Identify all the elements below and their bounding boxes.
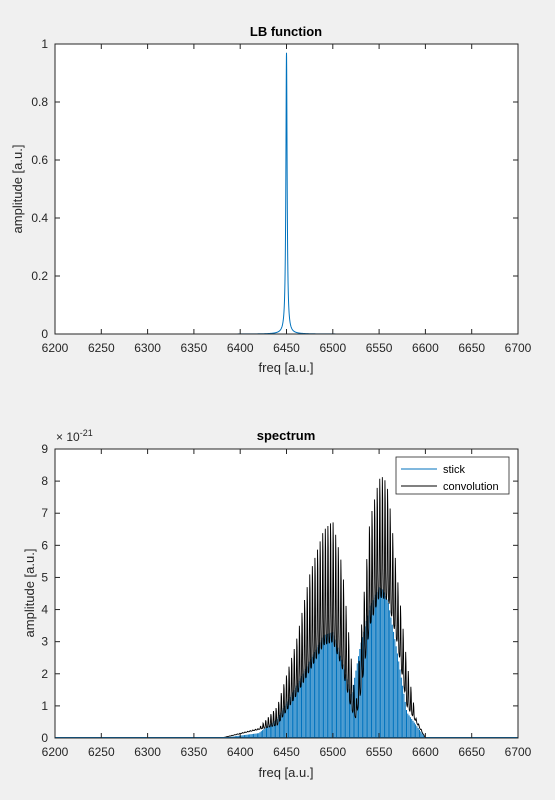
x-tick-label: 6600 xyxy=(412,745,439,759)
y-tick-label: 7 xyxy=(41,506,48,520)
y-tick-label: 0 xyxy=(41,731,48,745)
x-tick-label: 6700 xyxy=(505,341,532,355)
x-tick-label: 6200 xyxy=(42,341,69,355)
y-tick-label: 0.8 xyxy=(31,95,48,109)
y-tick-label: 0.6 xyxy=(31,153,48,167)
y-tick-label: 8 xyxy=(41,474,48,488)
legend-label-stick: stick xyxy=(443,464,466,476)
y-tick-label: 3 xyxy=(41,635,48,649)
x-tick-label: 6450 xyxy=(273,745,300,759)
x-tick-label: 6550 xyxy=(366,745,393,759)
y-tick-label: 2 xyxy=(41,667,48,681)
x-tick-label: 6350 xyxy=(181,341,208,355)
x-tick-label: 6700 xyxy=(505,745,532,759)
x-tick-label: 6550 xyxy=(366,341,393,355)
x-axis-label: freq [a.u.] xyxy=(259,765,314,780)
x-tick-label: 6200 xyxy=(42,745,69,759)
lb-function-axes: 6200 6250 6300 6350 6400 6450 6500 6550 6600 6650… xyxy=(10,24,532,375)
x-tick-label: 6450 xyxy=(273,341,300,355)
x-ticks: 6200 6250 6300 6350 6400 6450 6500 6550 6600 6650… xyxy=(42,449,532,759)
y-tick-label: 0.2 xyxy=(31,269,48,283)
x-tick-label: 6600 xyxy=(412,341,439,355)
x-tick-label: 6300 xyxy=(134,341,161,355)
legend-box xyxy=(395,456,510,495)
chart-title: spectrum xyxy=(257,428,316,443)
x-tick-label: 6300 xyxy=(134,745,161,759)
x-axis-label: freq [a.u.] xyxy=(259,360,314,375)
y-tick-label: 1 xyxy=(41,699,48,713)
y-exponent-label: × 10-21 xyxy=(56,428,93,444)
y-tick-label: 6 xyxy=(41,538,48,552)
x-tick-label: 6250 xyxy=(88,745,115,759)
y-tick-label: 0.4 xyxy=(31,211,48,225)
x-tick-label: 6350 xyxy=(181,745,208,759)
x-tick-label: 6400 xyxy=(227,745,254,759)
y-tick-label: 0 xyxy=(41,327,48,341)
spectrum-axes: 6200 6250 6300 6350 6400 6450 6500 6550 6600 6650… xyxy=(22,428,532,780)
x-ticks: 6200 6250 6300 6350 6400 6450 6500 6550 6600 6650… xyxy=(42,44,532,355)
x-tick-label: 6650 xyxy=(458,745,485,759)
y-tick-label: 1 xyxy=(41,37,48,51)
x-tick-label: 6650 xyxy=(458,341,485,355)
spectrum-data xyxy=(55,477,518,739)
chart-title: LB function xyxy=(250,24,322,39)
legend-label-convolution: convolution xyxy=(443,481,499,493)
y-tick-label: 4 xyxy=(41,603,48,617)
y-ticks: 0 0.2 0.4 0.6 0.8 1 xyxy=(31,37,518,341)
x-tick-label: 6500 xyxy=(319,745,346,759)
y-tick-label: 9 xyxy=(41,442,48,456)
y-axis-label: amplitude [a.u.] xyxy=(22,549,37,638)
y-ticks: 0 1 2 3 4 5 6 7 8 9 xyxy=(41,442,518,745)
x-tick-label: 6400 xyxy=(227,341,254,355)
y-axis-label: amplitude [a.u.] xyxy=(10,145,25,234)
legend: stick convolution xyxy=(395,456,510,495)
y-tick-label: 5 xyxy=(41,570,48,584)
x-tick-label: 6250 xyxy=(88,341,115,355)
x-tick-label: 6500 xyxy=(319,341,346,355)
